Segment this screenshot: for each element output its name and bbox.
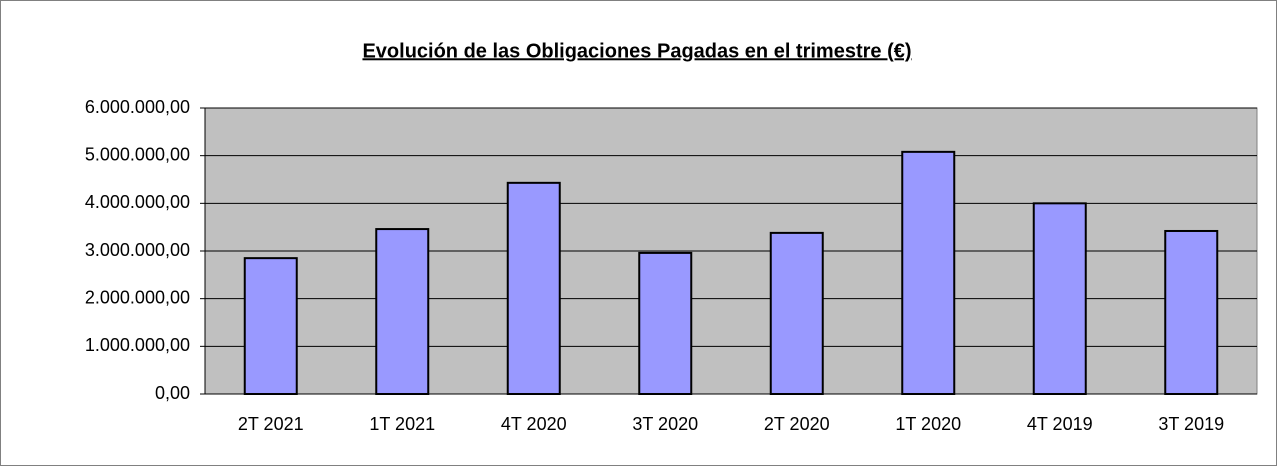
bar xyxy=(375,228,430,395)
x-tick-label: 4T 2019 xyxy=(1027,414,1093,434)
chart-title: Evolución de las Obligaciones Pagadas en… xyxy=(362,40,911,62)
bar xyxy=(1164,229,1219,395)
x-tick-label: 4T 2020 xyxy=(501,414,567,434)
x-tick-label: 1T 2020 xyxy=(895,414,961,434)
y-tick-label: 3.000.000,00 xyxy=(85,240,190,260)
y-tick-label: 4.000.000,00 xyxy=(85,192,190,212)
x-tick-label: 3T 2020 xyxy=(632,414,698,434)
x-tick-label: 2T 2021 xyxy=(238,414,304,434)
y-tick-label: 0,00 xyxy=(155,383,190,403)
bar xyxy=(1032,202,1087,395)
y-tick-label: 2.000.000,00 xyxy=(85,287,190,307)
x-tick-label: 3T 2019 xyxy=(1158,414,1224,434)
bar xyxy=(638,251,693,395)
x-tick-label: 1T 2021 xyxy=(369,414,435,434)
bar xyxy=(769,231,824,395)
y-tick-label: 1.000.000,00 xyxy=(85,335,190,355)
x-tick-label: 2T 2020 xyxy=(764,414,830,434)
bar xyxy=(243,257,298,395)
y-tick-label: 6.000.000,00 xyxy=(85,97,190,117)
y-tick-label: 5.000.000,00 xyxy=(85,144,190,164)
bar xyxy=(506,181,561,395)
bar xyxy=(901,150,956,395)
